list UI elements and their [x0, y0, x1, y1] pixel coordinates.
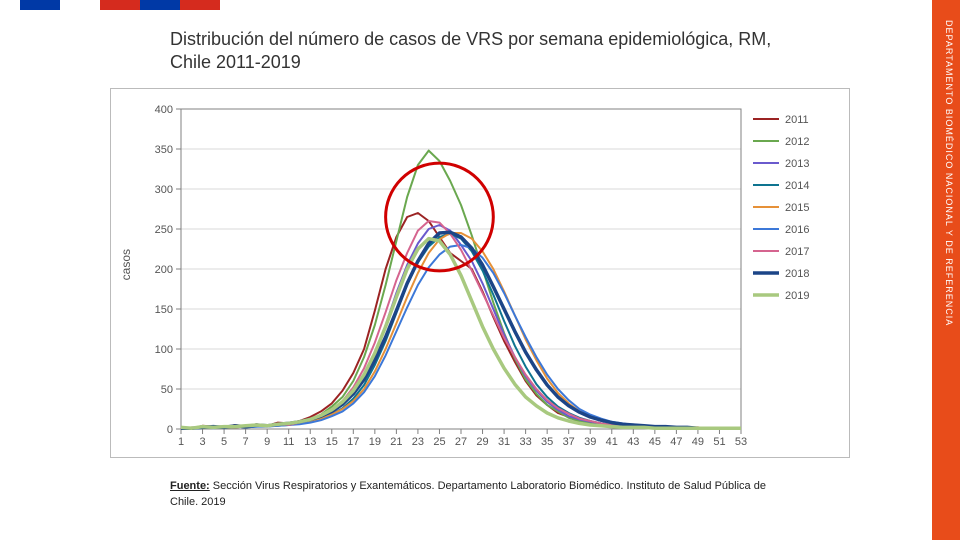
svg-text:150: 150	[155, 304, 173, 316]
svg-text:2017: 2017	[785, 246, 809, 258]
svg-text:45: 45	[649, 436, 661, 448]
svg-text:35: 35	[541, 436, 553, 448]
svg-text:2016: 2016	[785, 224, 809, 236]
sidebar-label: DEPARTAMENTO BIOMÉDICO NACIONAL Y DE REF…	[938, 20, 954, 440]
svg-text:2019: 2019	[785, 290, 809, 302]
svg-text:49: 49	[692, 436, 704, 448]
svg-text:2011: 2011	[785, 114, 809, 126]
svg-text:27: 27	[455, 436, 467, 448]
svg-text:2015: 2015	[785, 202, 809, 214]
svg-text:23: 23	[412, 436, 424, 448]
slide-page: DEPARTAMENTO BIOMÉDICO NACIONAL Y DE REF…	[0, 0, 960, 540]
svg-text:51: 51	[713, 436, 725, 448]
svg-text:50: 50	[161, 384, 173, 396]
svg-text:300: 300	[155, 184, 173, 196]
svg-text:47: 47	[670, 436, 682, 448]
source-text: Sección Virus Respiratorios y Exantemáti…	[170, 480, 766, 507]
flag-stripe	[20, 0, 220, 10]
svg-text:11: 11	[283, 436, 294, 448]
source-label: Fuente:	[170, 480, 210, 492]
svg-text:15: 15	[326, 436, 338, 448]
svg-text:0: 0	[167, 424, 173, 436]
svg-text:17: 17	[347, 436, 359, 448]
svg-text:3: 3	[199, 436, 205, 448]
line-chart: 0501001502002503003504001357911131517192…	[111, 89, 851, 459]
source-citation: Fuente: Sección Virus Respiratorios y Ex…	[170, 479, 770, 510]
svg-text:2012: 2012	[785, 136, 809, 148]
svg-text:31: 31	[498, 436, 510, 448]
svg-text:1: 1	[178, 436, 184, 448]
svg-text:2014: 2014	[785, 180, 809, 192]
svg-text:2013: 2013	[785, 158, 809, 170]
svg-text:29: 29	[476, 436, 488, 448]
svg-text:5: 5	[221, 436, 227, 448]
svg-text:41: 41	[606, 436, 618, 448]
svg-text:33: 33	[519, 436, 531, 448]
svg-text:25: 25	[433, 436, 445, 448]
svg-text:350: 350	[155, 144, 173, 156]
svg-text:43: 43	[627, 436, 639, 448]
svg-text:400: 400	[155, 104, 173, 116]
svg-text:39: 39	[584, 436, 596, 448]
slide-title: Distribución del número de casos de VRS …	[170, 28, 810, 75]
svg-text:21: 21	[390, 436, 402, 448]
svg-text:13: 13	[304, 436, 316, 448]
svg-text:250: 250	[155, 224, 173, 236]
svg-text:37: 37	[563, 436, 575, 448]
svg-text:2018: 2018	[785, 268, 809, 280]
svg-text:100: 100	[155, 344, 173, 356]
svg-text:200: 200	[155, 264, 173, 276]
svg-text:7: 7	[243, 436, 249, 448]
svg-text:9: 9	[264, 436, 270, 448]
chart-container: casos 0501001502002503003504001357911131…	[110, 88, 850, 458]
svg-text:53: 53	[735, 436, 747, 448]
svg-text:19: 19	[369, 436, 381, 448]
